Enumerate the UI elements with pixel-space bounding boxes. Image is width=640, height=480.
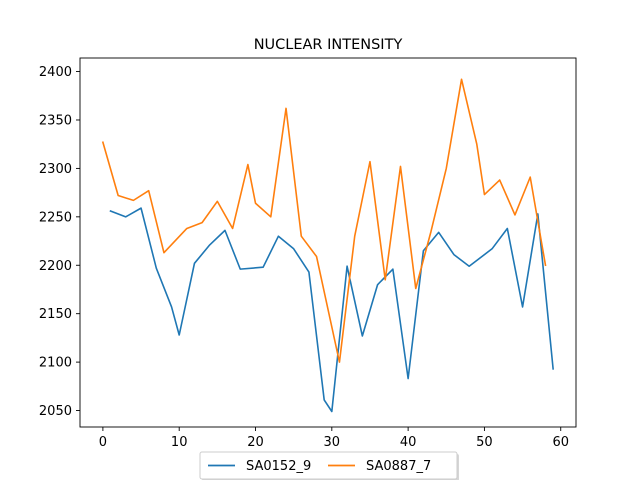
y-tick-label: 2150 xyxy=(39,307,72,322)
series-line-2 xyxy=(101,78,547,363)
x-tick-label: 50 xyxy=(476,435,493,450)
y-tick-label: 2300 xyxy=(39,162,72,177)
plot-area: 0 10 20 30 40 50 60 2050 2100 2150 2200 2250 2300 235… xyxy=(39,57,577,450)
legend-label-2: SA0887_7 xyxy=(366,459,431,474)
y-tick-label: 2200 xyxy=(39,259,72,274)
y-tick-label: 2350 xyxy=(39,113,72,128)
legend-label-1: SA0152_9 xyxy=(246,459,311,474)
x-tick-label: 40 xyxy=(400,435,417,450)
y-tick-label: 2250 xyxy=(39,210,72,225)
series-line-1 xyxy=(109,207,554,413)
y-tick-label: 2100 xyxy=(39,356,72,371)
chart-title: NUCLEAR INTENSITY xyxy=(254,37,403,53)
y-tick-label: 2050 xyxy=(39,404,72,419)
x-tick-label: 60 xyxy=(552,435,569,450)
legend: SA0152_9 SA0887_7 xyxy=(199,451,459,480)
axes-frame xyxy=(79,57,577,428)
x-tick-label: 0 xyxy=(99,435,107,450)
x-tick-label: 30 xyxy=(324,435,341,450)
x-tick-label: 20 xyxy=(247,435,264,450)
y-tick-label: 2400 xyxy=(39,65,72,80)
x-tick-label: 10 xyxy=(171,435,188,450)
